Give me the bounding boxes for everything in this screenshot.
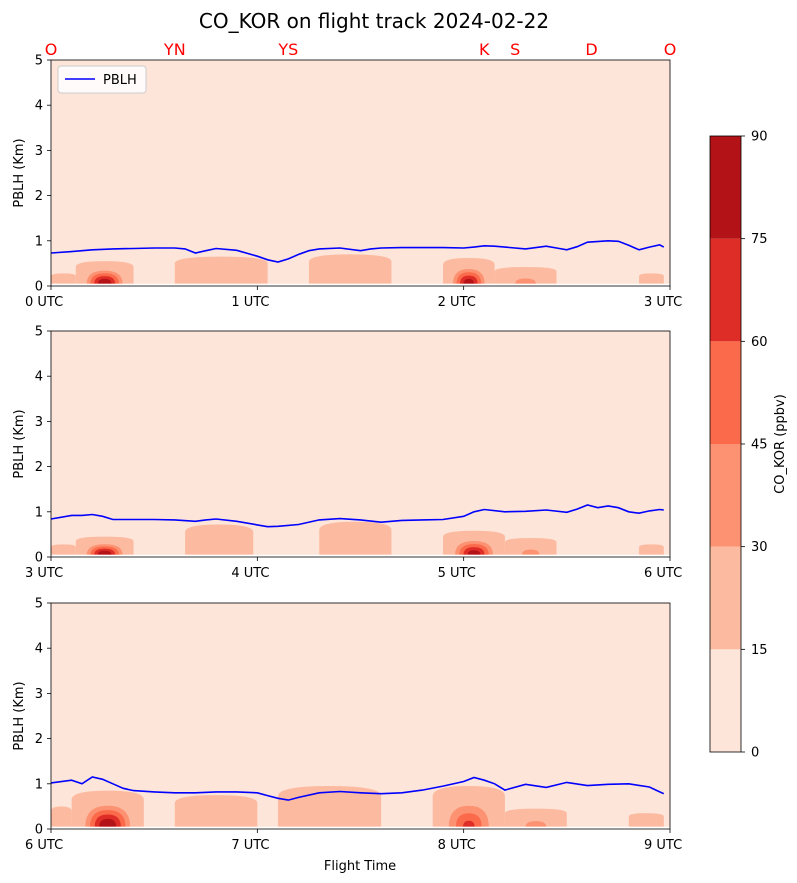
site-label: YN [163,40,186,59]
co-contour-level [97,550,112,555]
co-contour-level [455,813,482,827]
co-contour-level [97,278,112,284]
y-tick-label: 2 [35,189,43,204]
colorbar-tick-label: 45 [751,438,768,453]
panel-frame [50,330,671,558]
x-tick-label: 7 UTC [231,838,269,853]
x-tick-label: 6 UTC [644,566,682,581]
site-label: O [45,40,58,59]
y-tick-label: 4 [35,642,43,657]
surface-band [51,283,670,286]
surface-band [51,826,670,829]
x-tick-label: 5 UTC [438,566,476,581]
co-contour-level [51,544,76,555]
co-contour-level [522,549,540,555]
y-tick-label: 2 [35,732,43,747]
site-label: S [510,40,520,59]
colorbar-tick-label: 90 [751,130,768,145]
colorbar-tick-label: 0 [751,746,759,761]
legend-box [57,65,147,94]
co-contour-level [628,813,664,827]
y-tick-label: 0 [35,280,43,295]
colorbar-tick-label: 75 [751,232,768,247]
co-contour-level [463,278,475,284]
y-tick-label: 0 [35,551,43,566]
colorbar-label: CO_KOR (ppbv) [773,394,788,494]
legend: PBLH [57,65,147,94]
x-axis-label: Flight Time [324,859,396,874]
x-tick-label: 4 UTC [231,566,269,581]
co-contour-level [319,521,392,555]
co-contour-level [525,821,547,827]
site-label: K [479,40,490,59]
colorbar-segment [710,136,741,239]
colorbar-segment [710,546,741,650]
co-contour-level [174,256,268,284]
x-tick-label: 6 UTC [25,838,63,853]
pblh-line [50,504,664,528]
y-tick-label: 5 [35,54,43,69]
co-contour-level [99,818,117,827]
surface-band [51,554,670,557]
x-tick-label: 1 UTC [231,295,269,310]
co-contour-group [51,254,670,286]
y-tick-label: 1 [35,505,43,520]
colorbar-tick-label: 15 [751,643,768,658]
y-tick-label: 3 [35,144,43,159]
colorbar-segment [710,649,741,752]
x-tick-label: 9 UTC [644,838,682,853]
co-contour-level [639,544,664,555]
panel-frame [50,602,671,830]
colorbar-segment [710,238,741,342]
panel-background [51,60,670,286]
co-contour-level [463,820,475,827]
colorbar-segment [710,341,741,444]
co-contour-level [639,273,664,284]
co-contour-level [494,267,557,284]
chart-title: CO_KOR on flight track 2024-02-22 [199,9,549,33]
pblh-line [50,776,665,801]
co-contour-level [504,538,557,555]
panel-frame [50,59,671,287]
co-contour-level [467,550,481,555]
y-tick-label: 0 [35,823,43,838]
y-axis-label: PBLH (Km) [12,409,27,478]
y-tick-label: 4 [35,99,43,114]
co-contour-group [51,521,670,557]
y-axis-label: PBLH (Km) [12,138,27,207]
y-tick-label: 3 [35,687,43,702]
y-axis-label: PBLH (Km) [12,681,27,750]
x-tick-label: 3 UTC [25,566,63,581]
y-tick-label: 1 [35,234,43,249]
y-tick-label: 4 [35,370,43,385]
x-tick-label: 0 UTC [25,295,63,310]
co-contour-group [51,786,670,829]
colorbar-tick-label: 60 [751,335,768,350]
y-tick-label: 5 [35,325,43,340]
site-label: YS [277,40,298,59]
co-contour-level [51,806,72,827]
y-tick-label: 5 [35,597,43,612]
co-contour-level [51,273,76,284]
x-tick-label: 3 UTC [644,295,682,310]
co-contour-level [185,524,254,555]
pblh-line [50,239,665,263]
co-contour-level [308,254,392,284]
y-tick-label: 2 [35,460,43,475]
co-contour-level [515,278,536,284]
colorbar-tick-label: 30 [751,540,768,555]
co-contour-level [504,808,567,827]
site-label: D [585,40,597,59]
y-tick-label: 3 [35,415,43,430]
co-contour-level [174,795,258,827]
x-tick-label: 8 UTC [438,838,476,853]
site-label: O [664,40,677,59]
legend-pblh-label: PBLH [103,73,137,88]
x-tick-label: 2 UTC [438,295,476,310]
colorbar-segment [710,444,741,547]
y-tick-label: 1 [35,777,43,792]
